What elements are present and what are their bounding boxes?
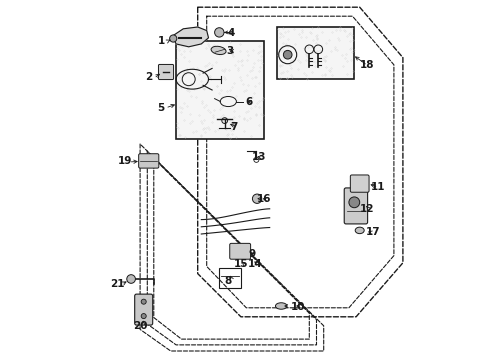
Text: 7: 7 <box>229 122 237 132</box>
Circle shape <box>348 197 359 208</box>
Bar <box>276 27 354 79</box>
Text: 20: 20 <box>133 321 147 331</box>
Circle shape <box>141 299 146 304</box>
Text: 17: 17 <box>365 227 379 237</box>
FancyBboxPatch shape <box>229 243 250 259</box>
Text: 3: 3 <box>226 46 233 56</box>
Circle shape <box>141 314 146 319</box>
Text: 10: 10 <box>291 302 305 312</box>
FancyBboxPatch shape <box>158 64 173 80</box>
Text: 12: 12 <box>359 204 373 214</box>
Circle shape <box>252 194 261 203</box>
Text: 11: 11 <box>370 182 384 192</box>
Text: 9: 9 <box>247 249 255 259</box>
Ellipse shape <box>354 227 364 234</box>
FancyBboxPatch shape <box>134 294 152 325</box>
Bar <box>176 41 264 139</box>
Text: 2: 2 <box>145 72 152 82</box>
Circle shape <box>126 275 135 283</box>
Text: 13: 13 <box>251 152 265 162</box>
FancyBboxPatch shape <box>349 175 368 192</box>
Circle shape <box>214 28 224 37</box>
FancyBboxPatch shape <box>139 154 159 168</box>
Text: 19: 19 <box>118 156 132 166</box>
Text: 6: 6 <box>244 96 252 107</box>
Text: 4: 4 <box>226 28 234 38</box>
Text: 15: 15 <box>233 258 247 269</box>
Circle shape <box>169 35 177 42</box>
Text: 8: 8 <box>224 276 231 286</box>
Text: 5: 5 <box>157 103 164 113</box>
Text: 16: 16 <box>257 194 271 204</box>
Bar <box>219 268 241 288</box>
Text: 21: 21 <box>110 279 125 289</box>
Polygon shape <box>172 27 208 47</box>
FancyBboxPatch shape <box>344 188 367 224</box>
Circle shape <box>283 50 291 59</box>
Text: 14: 14 <box>247 258 262 269</box>
Text: 1: 1 <box>158 36 165 46</box>
Text: 18: 18 <box>359 60 373 70</box>
Ellipse shape <box>275 303 286 309</box>
Ellipse shape <box>211 46 225 54</box>
